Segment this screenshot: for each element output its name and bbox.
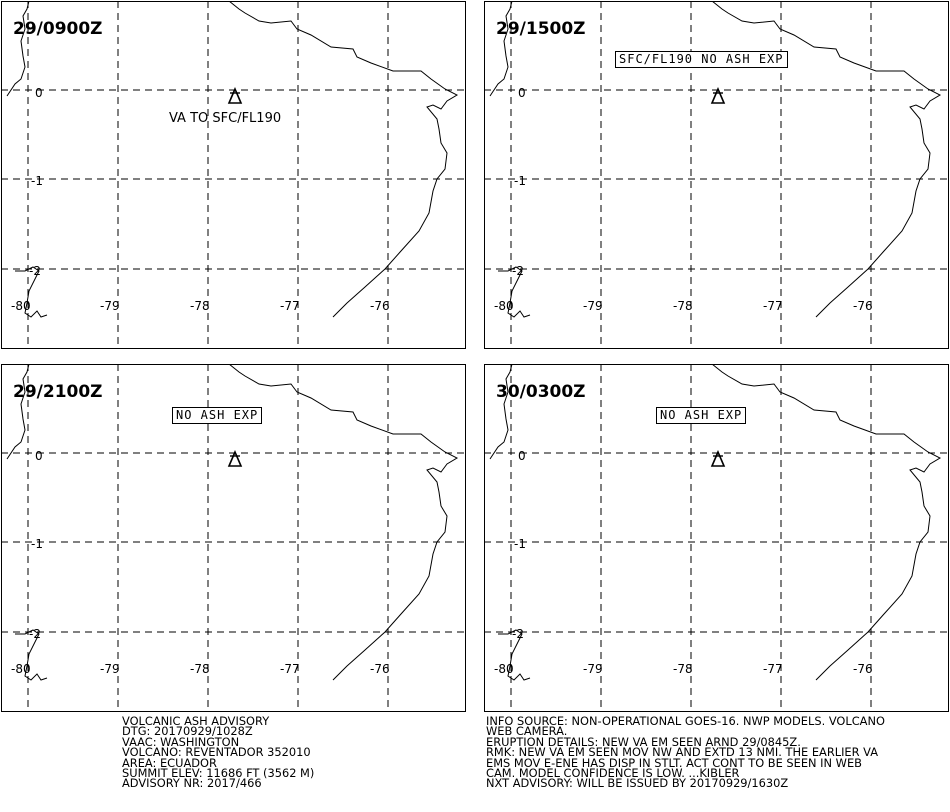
advisory-line: ERUPTION DETAILS: NEW VA EM SEEN ARND 29… (486, 734, 801, 749)
advisory-line: WEB CAMERA. (486, 724, 568, 739)
panel-time: 30/0300Z (496, 382, 586, 402)
longitude-label: -76 (853, 299, 873, 313)
volcano-triangle-icon (227, 86, 243, 104)
longitude-label: -77 (280, 299, 300, 313)
longitude-label: -77 (763, 662, 783, 676)
country-border (228, 1, 459, 318)
longitude-label: -80 (494, 299, 514, 313)
advisory-line: ADVISORY NR: 2017/466 (122, 776, 262, 791)
advisory-line: AREA: ECUADOR (122, 755, 217, 770)
country-border (15, 629, 48, 681)
longitude-label: -79 (100, 662, 120, 676)
latitude-label: 0 (35, 86, 43, 100)
longitude-label: -78 (190, 299, 210, 313)
latitude-label: -2 (512, 264, 524, 278)
panel-time: 29/2100Z (13, 382, 103, 402)
panel-status: VA TO SFC/FL190 (169, 111, 282, 126)
country-border (6, 1, 30, 97)
longitude-label: -78 (673, 299, 693, 313)
latitude-label: 0 (35, 449, 43, 463)
country-border (498, 629, 531, 681)
longitude-label: -76 (370, 662, 390, 676)
advisory-line: SUMMIT ELEV: 11686 FT (3562 M) (122, 766, 315, 781)
advisory-line: NXT ADVISORY: WILL BE ISSUED BY 20170929… (486, 776, 789, 791)
advisory-line: VAAC: WASHINGTON (122, 734, 240, 749)
panel-frame (1, 1, 466, 349)
map-panel-1: 0 -1 -2 -80 -79 -78 -77 -76 29/0900Z VA TO SFC/… (1, 1, 466, 349)
longitude-label: -76 (853, 662, 873, 676)
longitude-label: -77 (280, 662, 300, 676)
map-panel-2: 0 -1 -2 -80 -79 -78 -77 -76 29/1500Z SFC/FL190 … (484, 1, 949, 349)
panel-time: 29/0900Z (13, 19, 103, 39)
latitude-label: 0 (518, 86, 526, 100)
advisory-line: CAM. MODEL CONFIDENCE IS LOW. ...KIBLER (486, 766, 740, 781)
panel-status: SFC/FL190 NO ASH EXP (615, 51, 788, 68)
longitude-label: -79 (583, 662, 603, 676)
map-panel-3: 0 -1 -2 -80 -79 -78 -77 -76 29/2100Z NO ASH EXP (1, 364, 466, 712)
longitude-label: -77 (763, 299, 783, 313)
advisory-line: VOLCANO: REVENTADOR 352010 (122, 745, 311, 760)
country-border (498, 266, 531, 318)
country-border (15, 266, 48, 318)
panel-time: 29/1500Z (496, 19, 586, 39)
latitude-label: -2 (29, 627, 41, 641)
country-border (489, 1, 513, 97)
advisory-line: EMS MOV E-ENE HAS DISP IN STLT. ACT CONT… (486, 755, 862, 770)
longitude-label: -80 (11, 299, 31, 313)
latitude-label: -1 (31, 174, 43, 188)
longitude-label: -78 (190, 662, 210, 676)
advisory-line: INFO SOURCE: NON-OPERATIONAL GOES-16. NW… (486, 714, 885, 728)
longitude-label: -80 (494, 662, 514, 676)
latitude-label: -1 (514, 537, 526, 551)
country-border (711, 1, 942, 318)
advisory-line: VOLCANIC ASH ADVISORY (122, 714, 270, 728)
latitude-label: -1 (514, 174, 526, 188)
advisory-remarks-block: INFO SOURCE: NON-OPERATIONAL GOES-16. NW… (486, 714, 885, 791)
advisory-header-block: VOLCANIC ASH ADVISORY DTG: 20170929/1028… (122, 714, 315, 791)
advisory-line: DTG: 20170929/1028Z (122, 724, 253, 739)
longitude-label: -76 (370, 299, 390, 313)
volcano-triangle-icon (227, 449, 243, 467)
country-border (228, 364, 459, 681)
latitude-label: 0 (518, 449, 526, 463)
volcano-triangle-icon (710, 86, 726, 104)
latitude-label: -2 (512, 627, 524, 641)
longitude-label: -78 (673, 662, 693, 676)
map-panel-4: 0 -1 -2 -80 -79 -78 -77 -76 30/0300Z NO ASH EXP (484, 364, 949, 712)
longitude-label: -79 (100, 299, 120, 313)
panel-status: NO ASH EXP (656, 407, 747, 424)
latitude-label: -1 (31, 537, 43, 551)
panel-status: NO ASH EXP (172, 407, 263, 424)
country-border (489, 364, 513, 460)
longitude-label: -80 (11, 662, 31, 676)
advisory-line: RMK: NEW VA EM SEEN MOV NW AND EXTD 13 N… (486, 745, 879, 760)
country-border (711, 364, 942, 681)
country-border (6, 364, 30, 460)
volcano-triangle-icon (710, 449, 726, 467)
map-svg: 0 -1 -2 -80 -79 -78 -77 -76 (1, 1, 466, 349)
longitude-label: -79 (583, 299, 603, 313)
latitude-label: -2 (29, 264, 41, 278)
